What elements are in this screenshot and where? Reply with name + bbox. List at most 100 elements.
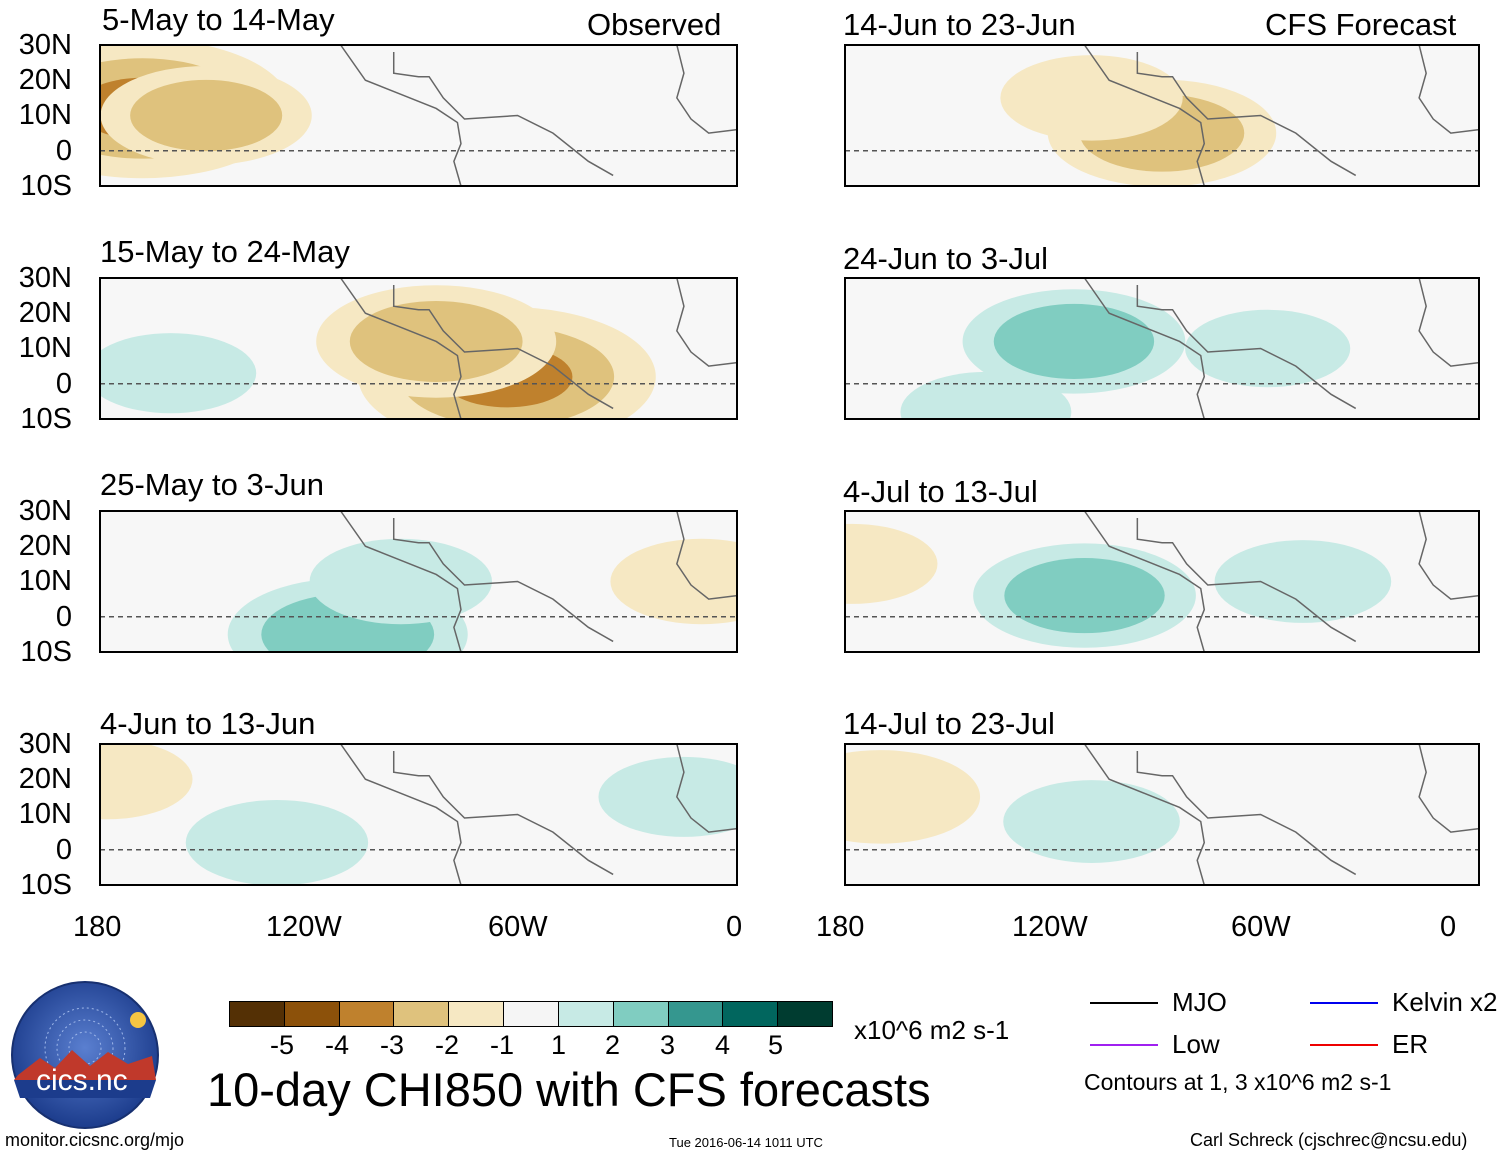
y-tick-label: 10S <box>20 170 72 202</box>
colorbar-swatch <box>558 1002 614 1026</box>
anomaly-region <box>130 79 283 152</box>
colorbar-swatch <box>284 1002 340 1026</box>
map-panel-5 <box>845 45 1479 186</box>
anomaly-region <box>598 756 737 837</box>
map-svg-7 <box>845 511 1479 652</box>
colorbar-tick: -1 <box>490 1030 515 1060</box>
colorbar-tick: 5 <box>768 1030 784 1060</box>
logo-text: cics.nc <box>36 1064 128 1097</box>
map-panel-1 <box>100 45 737 186</box>
x-tick-label: 120W <box>1012 911 1088 943</box>
legend-label-low: Low <box>1172 1029 1220 1059</box>
colorbar-swatch <box>613 1002 669 1026</box>
x-tick-label: 0 <box>1440 911 1457 943</box>
colorbar-swatch <box>449 1002 505 1026</box>
x-tick-label: 60W <box>488 911 548 943</box>
anomaly-region <box>1000 55 1183 141</box>
y-tick-label: 30N <box>18 495 72 527</box>
coastline <box>340 278 737 419</box>
colorbar-swatch <box>504 1002 559 1026</box>
map-svg-2 <box>100 278 737 419</box>
coastline <box>340 744 737 885</box>
map-panel-6 <box>845 278 1479 419</box>
logo-graphic <box>11 981 159 1129</box>
colorbar-tick: -3 <box>380 1030 405 1060</box>
x-tick-label: 180 <box>73 911 122 943</box>
x-tick-label: 180 <box>816 911 865 943</box>
colorbar-tick: -5 <box>270 1030 295 1060</box>
map-panel-3 <box>100 511 737 652</box>
colorbar-swatch <box>778 1002 832 1026</box>
map-svg-5 <box>845 45 1479 186</box>
anomaly-region <box>100 333 257 414</box>
y-tick-label: 0 <box>55 601 72 633</box>
forecast-header: CFS Forecast <box>1265 7 1457 42</box>
main-title: 10-day CHI850 with CFS forecasts <box>207 1063 931 1116</box>
legend-label-er: ER <box>1392 1029 1429 1059</box>
coastline <box>1083 511 1479 652</box>
y-tick-label: 30N <box>18 29 72 61</box>
y-tick-label: 0 <box>55 368 72 400</box>
y-tick-label: 20N <box>18 530 72 562</box>
colorbar-tick: 1 <box>551 1030 567 1060</box>
y-tick-label: 30N <box>18 728 72 760</box>
observed-header: Observed <box>587 7 722 42</box>
panel-title-2: 15-May to 24-May <box>100 234 350 269</box>
x-tick-label: 120W <box>266 911 342 943</box>
panel-title-3: 25-May to 3-Jun <box>100 467 324 502</box>
map-svg-8 <box>845 744 1479 885</box>
map-svg-3 <box>100 511 737 652</box>
coastline <box>1083 278 1479 419</box>
footer-site: monitor.cicsnc.org/mjo <box>5 1130 185 1150</box>
coastline <box>1083 45 1479 186</box>
map-svg-6 <box>845 278 1479 419</box>
colorbar-tick: 4 <box>715 1030 731 1060</box>
y-tick-label: 10S <box>20 869 72 901</box>
colorbar-tick: 3 <box>660 1030 676 1060</box>
coastline <box>340 45 737 186</box>
panel-title-5: 14-Jun to 23-Jun <box>843 7 1076 42</box>
map-panel-4 <box>100 744 737 885</box>
panel-title-6: 24-Jun to 3-Jul <box>843 241 1049 276</box>
y-tick-label: 10N <box>18 332 72 364</box>
y-tick-label: 0 <box>55 834 72 866</box>
legend-line-low <box>1090 1044 1158 1046</box>
colorbar-swatch <box>230 1002 285 1026</box>
panel-title-4: 4-Jun to 13-Jun <box>100 706 316 741</box>
colorbar-swatch <box>394 1002 450 1026</box>
x-tick-label: 60W <box>1231 911 1291 943</box>
coastline <box>1083 744 1479 885</box>
map-panel-7 <box>845 511 1479 652</box>
colorbar-swatch <box>668 1002 724 1026</box>
y-tick-label: 20N <box>18 64 72 96</box>
anomaly-region <box>845 750 981 844</box>
contours-note: Contours at 1, 3 x10^6 m2 s-1 <box>1084 1069 1392 1095</box>
colorbar-tick: 2 <box>605 1030 621 1060</box>
colorbar-tick: -2 <box>435 1030 460 1060</box>
colorbar-units: x10^6 m2 s-1 <box>854 1015 1010 1045</box>
anomaly-region <box>185 799 369 885</box>
colorbar-tick: -4 <box>325 1030 350 1060</box>
y-tick-label: 10N <box>18 798 72 830</box>
legend-line-er <box>1310 1044 1378 1046</box>
legend-label-kelvin: Kelvin x2 <box>1392 987 1498 1017</box>
anomaly-region <box>610 538 737 625</box>
map-panel-2 <box>100 278 737 419</box>
map-svg-4 <box>100 744 737 885</box>
anomaly-region <box>309 538 493 625</box>
anomaly-region <box>1003 780 1180 863</box>
map-panel-8 <box>845 744 1479 885</box>
anomaly-region <box>1214 540 1392 623</box>
anomaly-region <box>100 744 193 820</box>
x-tick-label: 0 <box>726 911 743 943</box>
legend-line-kelvin <box>1310 1002 1378 1004</box>
footer-author: Carl Schreck (cjschrec@ncsu.edu) <box>1190 1130 1468 1150</box>
y-tick-label: 20N <box>18 763 72 795</box>
colorbar-swatch <box>723 1002 779 1026</box>
anomaly-region <box>1185 309 1351 388</box>
anomaly-region <box>993 303 1155 380</box>
anomaly-region <box>1004 558 1165 634</box>
legend-line-mjo <box>1090 1002 1158 1004</box>
y-tick-label: 0 <box>55 135 72 167</box>
y-tick-label: 20N <box>18 297 72 329</box>
